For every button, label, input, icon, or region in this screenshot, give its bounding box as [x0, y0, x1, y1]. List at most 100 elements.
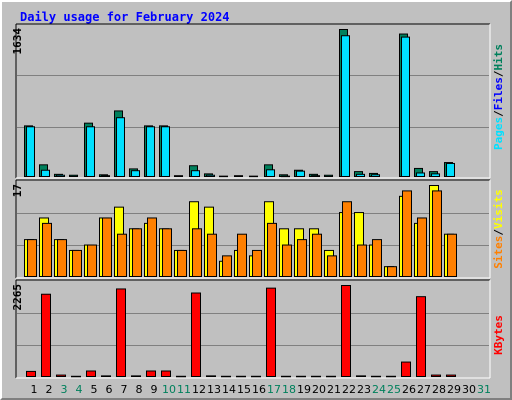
hits-axis-label: Pages/Files/Hits	[492, 44, 505, 150]
day-label: 31	[477, 383, 491, 396]
hits-axis-label-part: Pages	[492, 117, 505, 150]
day-label: 21	[327, 383, 341, 396]
bar-pages	[341, 35, 350, 177]
bar-pages	[371, 174, 380, 178]
bar-pages	[131, 170, 140, 177]
day-label: 1	[31, 383, 38, 396]
bar-kbytes	[401, 361, 411, 378]
bar-kbytes	[446, 374, 456, 378]
day-label: 22	[342, 383, 356, 396]
bar-kbytes	[371, 375, 381, 378]
bar-kbytes	[386, 375, 396, 378]
bar-sites	[207, 233, 217, 278]
kbytes-axis-label-part: KBytes	[492, 315, 505, 355]
bar-kbytes	[41, 293, 51, 377]
bar-kbytes	[71, 375, 81, 378]
bar-sites	[297, 239, 307, 277]
day-label: 27	[417, 383, 431, 396]
day-label: 26	[402, 383, 416, 396]
bar-sites	[27, 239, 37, 277]
bar-pages	[116, 117, 125, 178]
bar-kbytes	[326, 375, 336, 378]
bar-kbytes	[146, 370, 156, 377]
bar-pages	[191, 170, 200, 177]
day-label: 23	[357, 383, 371, 396]
day-label: 15	[237, 383, 251, 396]
day-label: 12	[192, 383, 206, 396]
bar-sites	[267, 222, 277, 277]
bar-pages	[206, 174, 215, 177]
visits-axis-label-part: /	[492, 229, 505, 236]
visits-axis-label-part: Sites	[492, 236, 505, 269]
bar-hits	[69, 174, 78, 177]
bar-pages	[161, 126, 170, 177]
day-label: 13	[207, 383, 221, 396]
bar-kbytes	[236, 375, 246, 378]
bar-sites	[72, 249, 82, 277]
bar-pages	[401, 36, 410, 177]
bar-sites	[42, 222, 52, 277]
day-label: 8	[136, 383, 143, 396]
day-label: 18	[282, 383, 296, 396]
bar-kbytes	[101, 375, 111, 377]
bar-sites	[162, 228, 172, 277]
bar-pages	[446, 162, 455, 177]
bar-sites	[237, 233, 247, 278]
hits-axis-label-part: /	[492, 110, 505, 117]
bar-sites	[327, 255, 337, 277]
bar-kbytes	[176, 375, 186, 378]
day-label: 19	[297, 383, 311, 396]
bar-kbytes	[281, 375, 291, 378]
bar-sites	[87, 244, 97, 278]
visits-ymax-label: 17	[11, 184, 24, 197]
bar-sites	[342, 201, 352, 277]
bar-pages	[41, 169, 50, 178]
day-label: 29	[447, 383, 461, 396]
day-label: 6	[106, 383, 113, 396]
visits-axis-label-part: Visits	[492, 189, 505, 229]
day-label: 9	[151, 383, 158, 396]
bar-kbytes	[86, 370, 96, 377]
day-label: 3	[61, 383, 68, 396]
day-label: 17	[267, 383, 281, 396]
bar-hits	[324, 174, 333, 177]
bar-sites	[432, 190, 442, 277]
day-label: 4	[76, 383, 83, 396]
bar-kbytes	[56, 374, 66, 378]
bar-sites	[447, 233, 457, 278]
visits-axis-label: Sites/Visits	[492, 189, 505, 269]
day-label: 20	[312, 383, 326, 396]
bar-sites	[282, 244, 292, 278]
bar-pages	[146, 126, 155, 177]
day-label: 5	[91, 383, 98, 396]
bar-kbytes	[161, 370, 171, 377]
bar-kbytes	[251, 375, 261, 378]
day-label: 10	[162, 383, 176, 396]
bar-sites	[312, 233, 322, 278]
hits-axis-label-part: Files	[492, 77, 505, 110]
bar-hits	[234, 175, 243, 177]
bar-pages	[281, 175, 290, 178]
bar-kbytes	[131, 375, 141, 377]
bar-kbytes	[221, 375, 231, 378]
bar-sites	[222, 255, 232, 277]
kbytes-axis-label: KBytes	[492, 315, 505, 355]
hits-axis-label-part: Hits	[492, 44, 505, 71]
bar-kbytes	[191, 292, 201, 377]
day-label: 11	[177, 383, 191, 396]
bar-pages	[311, 175, 320, 177]
bar-sites	[357, 244, 367, 278]
bar-kbytes	[311, 375, 321, 378]
bar-pages	[296, 170, 305, 177]
bar-sites	[417, 217, 427, 277]
bar-hits	[174, 175, 183, 177]
bar-pages	[431, 173, 440, 177]
bar-sites	[57, 239, 67, 277]
hits-ymax-label: 1634	[11, 28, 24, 55]
day-label: 16	[252, 383, 266, 396]
bar-sites	[102, 217, 112, 277]
bar-kbytes	[266, 287, 276, 377]
bar-kbytes	[26, 370, 36, 378]
bar-pages	[101, 175, 110, 177]
